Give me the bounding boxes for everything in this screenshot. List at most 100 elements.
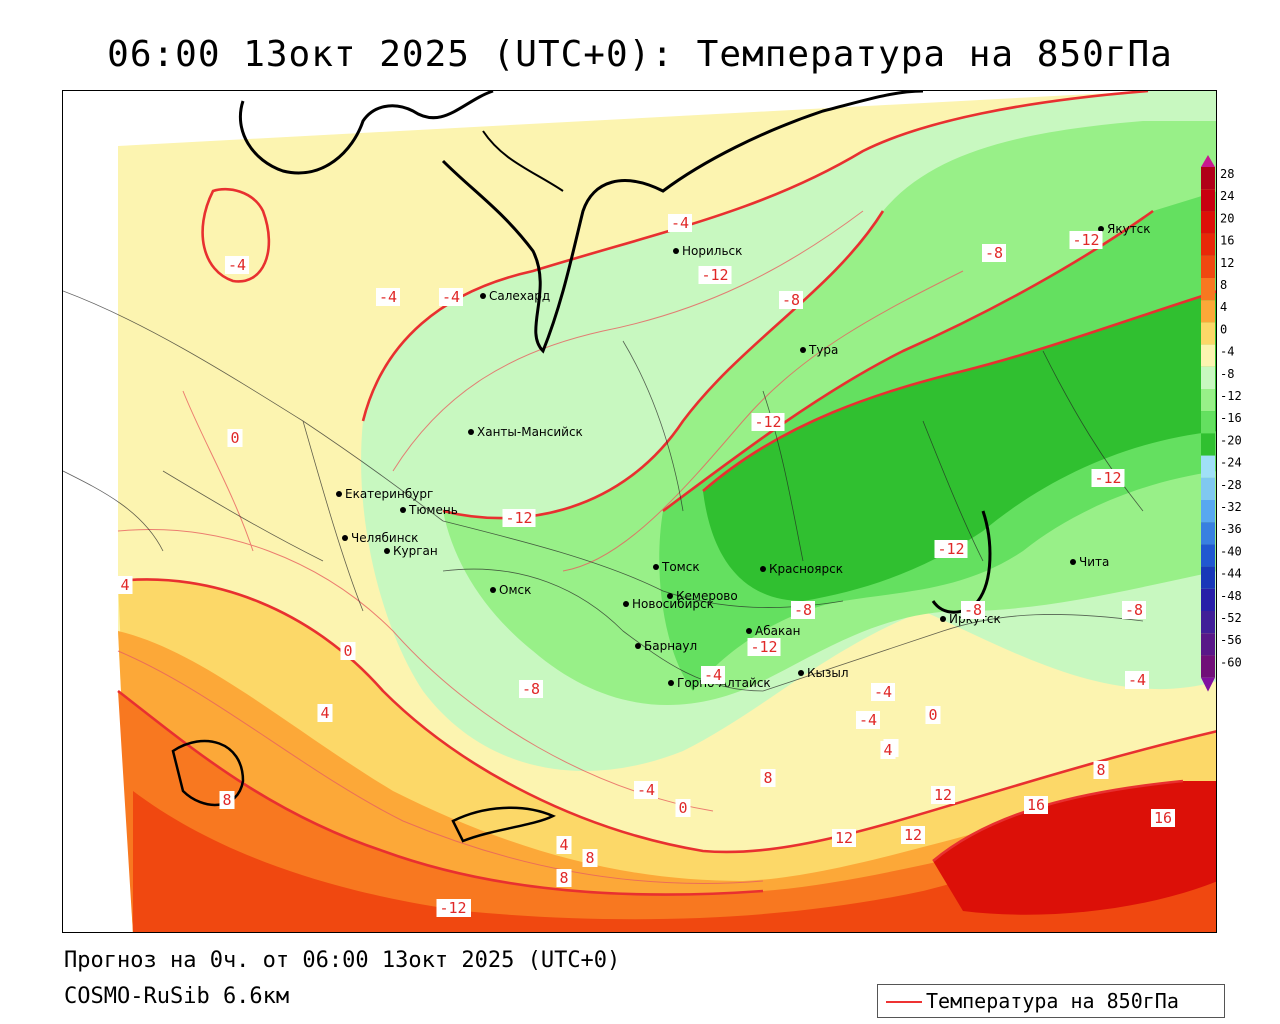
city-name: Тюмень [408,503,458,517]
contour-label-text: -4 [704,666,722,684]
contour-label-text: 8 [559,869,568,887]
contour-label-text: -12 [750,638,777,656]
contour-label-text: -8 [794,601,812,619]
contour-label-text: -4 [874,683,892,701]
colorbar-swatch [1201,433,1215,456]
city-marker: Омск [490,583,531,597]
colorbar-swatch [1201,389,1215,412]
city-name: Абакан [755,624,800,638]
contour-label-text: 16 [1027,796,1045,814]
colorbar-swatch [1201,500,1215,523]
colorbar-swatch [1201,189,1215,212]
contour-label: -8 [1122,601,1146,619]
colorbar-tick-label: 16 [1220,234,1234,248]
contour-label: -12 [698,266,732,284]
colorbar-swatch [1201,300,1215,323]
colorbar-swatch [1201,611,1215,634]
city-dot [400,507,406,513]
contour-label: 0 [227,429,243,447]
contour-label: 8 [1093,761,1109,779]
contour-label-text: 8 [585,849,594,867]
contour-label-text: -12 [1094,469,1121,487]
forecast-info: Прогноз на 0ч. от 06:00 13окт 2025 (UTC+… [64,948,621,973]
colorbar-tick-label: 8 [1220,278,1227,292]
city-dot [490,587,496,593]
colorbar-tick-label: -32 [1220,500,1242,514]
colorbar-swatch [1201,255,1215,278]
colorbar-bottom-arrow [1201,677,1215,692]
coastlines [171,91,992,843]
city-marker: Норильск [673,244,742,258]
city-name: Челябинск [351,531,418,545]
city-dot [940,616,946,622]
city-name: Тура [808,343,838,357]
colorbar-swatch [1201,522,1215,545]
city-dot [800,347,806,353]
legend-line-swatch [886,1001,922,1003]
field-plus16 [933,781,1216,915]
colorbar-swatch [1201,366,1215,389]
colorbar-tick-label: -8 [1220,367,1234,381]
map-panel: Норильск Якутск Салехард Тура Ханты-Мансийск… [62,90,1217,933]
colorbar-tick-label: -24 [1220,456,1242,470]
city-name: Красноярск [769,562,843,576]
city-dot [342,535,348,541]
contour-label: -4 [634,781,658,799]
colorbar-tick-label: -12 [1220,389,1242,403]
colorbar-top-arrow [1201,155,1215,167]
city-name: Якутск [1107,222,1151,236]
city-name: Ханты-Мансийск [477,425,583,439]
contour-label-text: 12 [934,786,952,804]
city-marker: Тюмень [400,503,458,517]
city-dot [1098,226,1104,232]
contour-label: -4 [701,666,725,684]
city-dot [667,593,673,599]
city-marker: Барнаул [635,639,697,653]
contour-label-text: -8 [985,244,1003,262]
city-dot [623,601,629,607]
colorbar-tick-label: -52 [1220,611,1242,625]
city-marker: Курган [384,544,438,558]
city-name: Барнаул [644,639,697,653]
contour-label: 12 [931,786,955,804]
contour-label-text: 8 [222,791,231,809]
city-name: Томск [661,560,700,574]
city-dot [746,628,752,634]
city-dot [336,491,342,497]
contour-label-text: -12 [754,413,781,431]
contour-label: -12 [436,899,470,917]
contour-label: 0 [925,706,941,724]
temperature-colorbar: 28 24 20 16 12 8 4 0 -4 -8 -12 -16 -20 -24 -28 -32 -36 -4… [1201,155,1242,692]
city-marker: Тура [800,343,838,357]
contour-label: -12 [1091,469,1125,487]
colorbar-swatch [1201,477,1215,500]
contour-label-text: -8 [1125,601,1143,619]
city-dot [384,548,390,554]
contour-label: -12 [502,509,536,527]
colorbar-tick-label: -60 [1220,655,1242,669]
city-dot [673,248,679,254]
city-name: Чита [1079,555,1109,569]
city-name: Кызыл [807,666,849,680]
contour-label-text: -4 [228,256,246,274]
contour-label: 12 [901,826,925,844]
contour-label-text: -12 [701,266,728,284]
contour-label-text: -12 [1072,231,1099,249]
city-dot [653,564,659,570]
contour-label: 4 [317,704,333,722]
colorbar-swatch [1201,322,1215,345]
colorbar-tick-label: 28 [1220,167,1234,181]
city-marker: Чита [1070,555,1109,569]
temperature-map: Норильск Якутск Салехард Тура Ханты-Мансийск… [63,91,1216,932]
contour-label: 8 [760,769,776,787]
city-marker: Абакан [746,624,800,638]
contour-label: 16 [1151,809,1175,827]
contour-label: -8 [791,601,815,619]
city-name: Омск [499,583,531,597]
city-marker: Екатеринбург [336,487,433,501]
contour-label: -8 [519,680,543,698]
contour-label-text: -4 [1128,671,1146,689]
city-dot [668,680,674,686]
contour-label: -4 [668,214,692,232]
city-dot [798,670,804,676]
